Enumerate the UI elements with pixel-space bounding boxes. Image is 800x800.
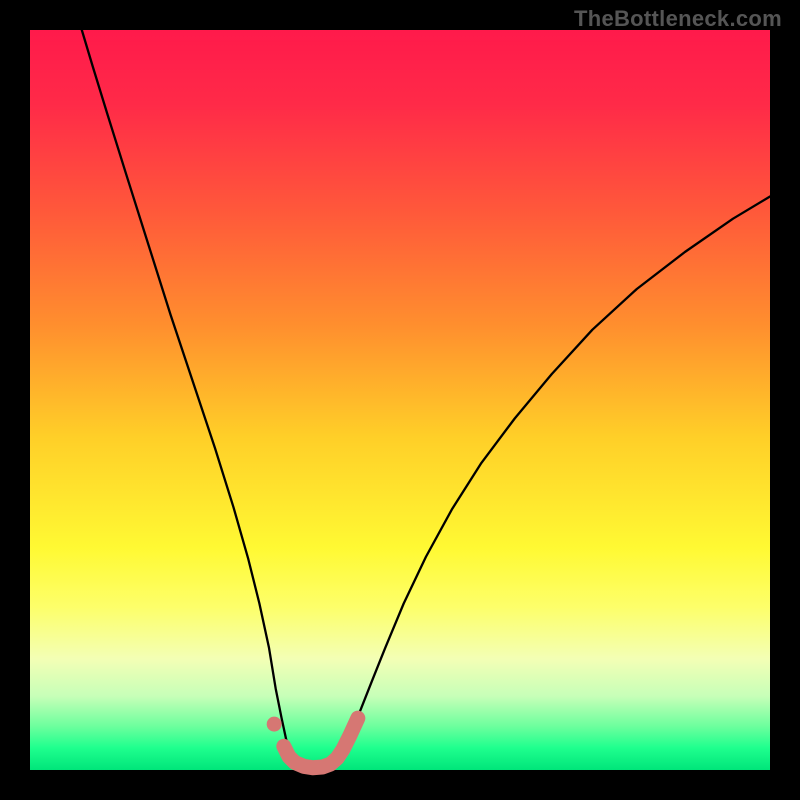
- watermark-text: TheBottleneck.com: [574, 6, 782, 32]
- chart-svg: [0, 0, 800, 800]
- bottleneck-chart: TheBottleneck.com: [0, 0, 800, 800]
